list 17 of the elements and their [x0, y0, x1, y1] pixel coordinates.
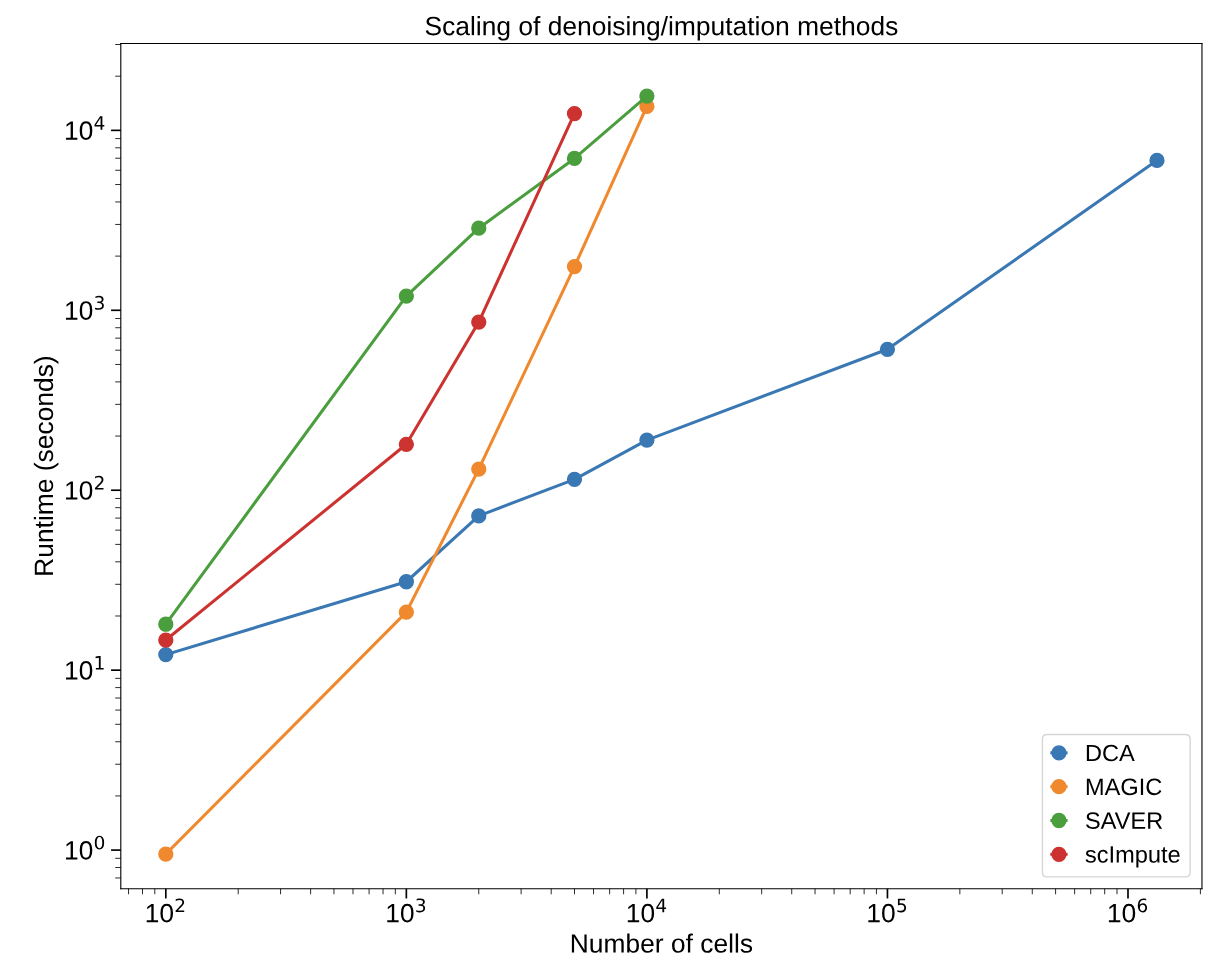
- legend-label: SAVER: [1086, 812, 1163, 829]
- y-axis-title: Runtime (seconds): [33, 357, 59, 575]
- chart-title: Scaling of denoising/imputation methods: [425, 16, 898, 41]
- legend-label: MAGIC: [1086, 778, 1162, 796]
- y-tick-label: 10$^{1}$: [66, 655, 104, 680]
- y-tick-label: 10$^{4}$: [66, 116, 105, 140]
- x-axis-title: Number of cells: [571, 933, 753, 953]
- x-tick-label: 10$^{4}$: [627, 898, 667, 923]
- legend-label: DCA: [1086, 744, 1135, 762]
- legend-label: scImpute: [1085, 846, 1180, 868]
- y-tick-label: 10$^{0}$: [66, 835, 105, 860]
- x-tick-label: 10$^{6}$: [1108, 898, 1148, 923]
- x-tick-label: 10$^{2}$: [146, 898, 185, 923]
- x-tick-label: 10$^{3}$: [387, 898, 426, 923]
- x-tick-label: 10$^{5}$: [868, 898, 907, 923]
- y-tick-label: 10$^{3}$: [66, 295, 104, 320]
- y-tick-label: 10$^{2}$: [66, 475, 104, 500]
